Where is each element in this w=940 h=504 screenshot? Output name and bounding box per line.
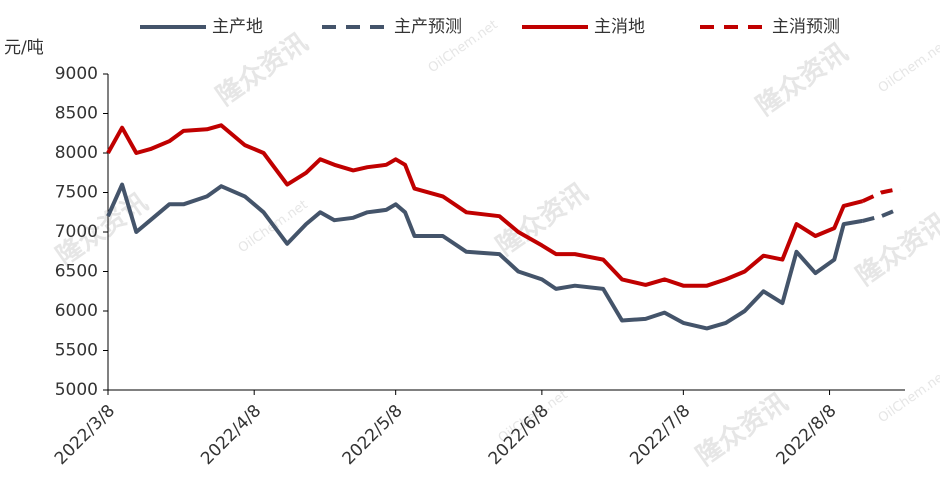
x-tick-label: 2022/5/8 — [339, 401, 407, 469]
legend-label: 主产地 — [212, 17, 263, 37]
watermark: 隆众资讯 — [751, 38, 853, 122]
y-tick-label: 8500 — [55, 104, 98, 124]
watermark: OilChem.net — [876, 37, 940, 96]
y-tick-label: 5500 — [55, 341, 98, 361]
series-line — [862, 206, 902, 223]
y-axis-label: 元/吨 — [4, 38, 44, 58]
y-tick-label: 6500 — [55, 262, 98, 282]
legend-label: 主消预测 — [772, 17, 840, 37]
x-tick-label: 2022/3/8 — [51, 401, 119, 469]
legend-label: 主消地 — [594, 17, 645, 37]
y-tick-label: 9000 — [55, 64, 98, 84]
y-tick-label: 5000 — [55, 380, 98, 400]
x-tick-label: 2022/4/8 — [197, 401, 265, 469]
series-line — [106, 182, 863, 331]
legend-label: 主产预测 — [394, 17, 462, 37]
series-line — [106, 123, 864, 288]
y-tick-label: 8000 — [55, 143, 98, 163]
series-line — [861, 186, 901, 204]
y-tick-label: 7000 — [55, 222, 98, 242]
y-tick-label: 7500 — [55, 183, 98, 203]
x-tick-label: 2022/6/8 — [485, 401, 553, 469]
watermark: 隆众资讯 — [211, 28, 313, 112]
x-tick-label: 2022/7/8 — [626, 401, 694, 469]
watermark: OilChem.net — [876, 367, 940, 426]
y-tick-label: 6000 — [55, 301, 98, 321]
